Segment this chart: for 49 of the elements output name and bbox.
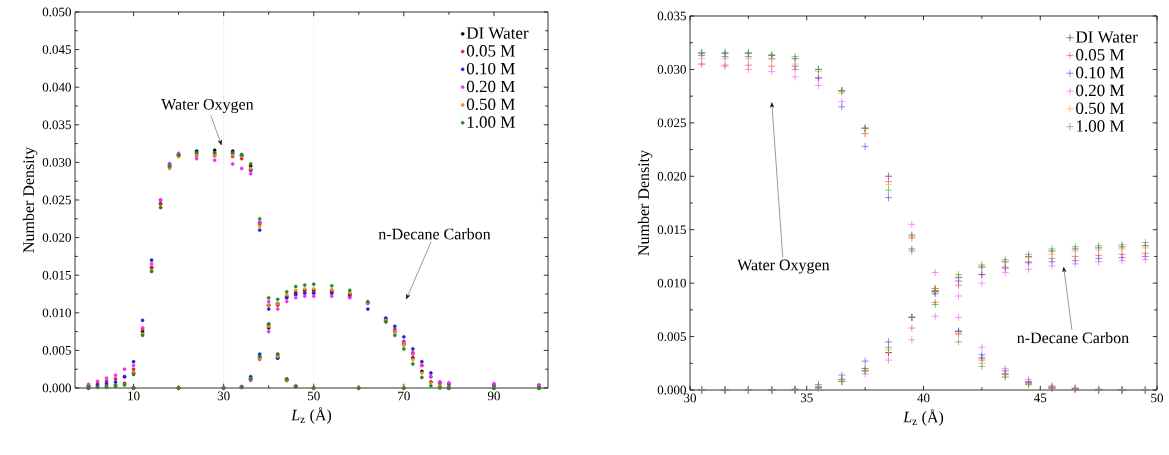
legend-label: 0.10 M [1076, 66, 1125, 79]
x-tick-label: 90 [487, 391, 500, 401]
legend-label: DI Water [466, 27, 529, 39]
y-tick-label: 0.050 [42, 7, 71, 17]
legend-label: 0.50 M [466, 98, 515, 111]
y-tick-label: 0.005 [657, 332, 686, 341]
legend-label: 1.00 M [467, 116, 515, 128]
y-tick-label: 0.025 [42, 195, 71, 205]
legend-label: DI Water [1075, 31, 1138, 43]
y-tick-label: 0.020 [657, 171, 686, 181]
x-tick-label: 45 [1034, 393, 1047, 403]
annotation: Water Oxygen [161, 98, 254, 114]
y-tick-label: 0.035 [42, 120, 71, 130]
annotation: Water Oxygen [737, 259, 830, 274]
y-tick-label: 0.000 [42, 383, 71, 393]
y-tick-label: 0.035 [657, 11, 686, 21]
annotation: n-Decane Carbon [378, 228, 491, 240]
y-tick-label: 0.010 [42, 308, 71, 318]
x-tick-label: 50 [308, 391, 320, 401]
y-tick-label: 0.020 [42, 233, 71, 243]
y-tick-label: 0.015 [657, 225, 686, 235]
x-tick-label: 10 [128, 391, 140, 401]
legend-label: 0.10 M [466, 62, 515, 75]
x-tick-label: 70 [398, 391, 410, 401]
y-tick-label: 0.030 [657, 65, 686, 74]
y-tick-label: 0.010 [657, 278, 686, 288]
legend-label: 0.50 M [1076, 102, 1125, 115]
x-axis-title: L$_{z}$ (Å) [291, 407, 332, 424]
y-tick-label: 0.030 [42, 157, 71, 167]
legend-label: 0.20 M [466, 80, 515, 93]
x-tick-label: 30 [684, 393, 697, 403]
y-tick-label: 0.045 [42, 45, 71, 55]
x-tick-label: 50 [1151, 393, 1164, 403]
x-tick-label: 35 [800, 393, 813, 403]
x-axis-title: L$_{z}$ (Å) [903, 409, 944, 426]
annotation: n-Decane Carbon [1017, 332, 1129, 344]
x-tick-label: 30 [217, 391, 230, 401]
y-tick-label: 0.015 [42, 270, 71, 280]
x-tick-label: 40 [917, 393, 930, 403]
legend-label: 0.20 M [1076, 84, 1125, 97]
y-tick-label: 0.005 [42, 345, 71, 355]
y-tick-label: 0.025 [657, 118, 686, 128]
y-tick-label: 0.040 [42, 82, 71, 92]
legend-label: 0.05 M [1076, 49, 1125, 61]
y-axis-title: Number Density [637, 149, 653, 256]
y-axis-title: Number Density [22, 146, 38, 253]
y-tick-label: 0.000 [657, 385, 686, 395]
legend-label: 1.00 M [1076, 120, 1125, 132]
legend-label: 0.05 M [466, 45, 515, 57]
